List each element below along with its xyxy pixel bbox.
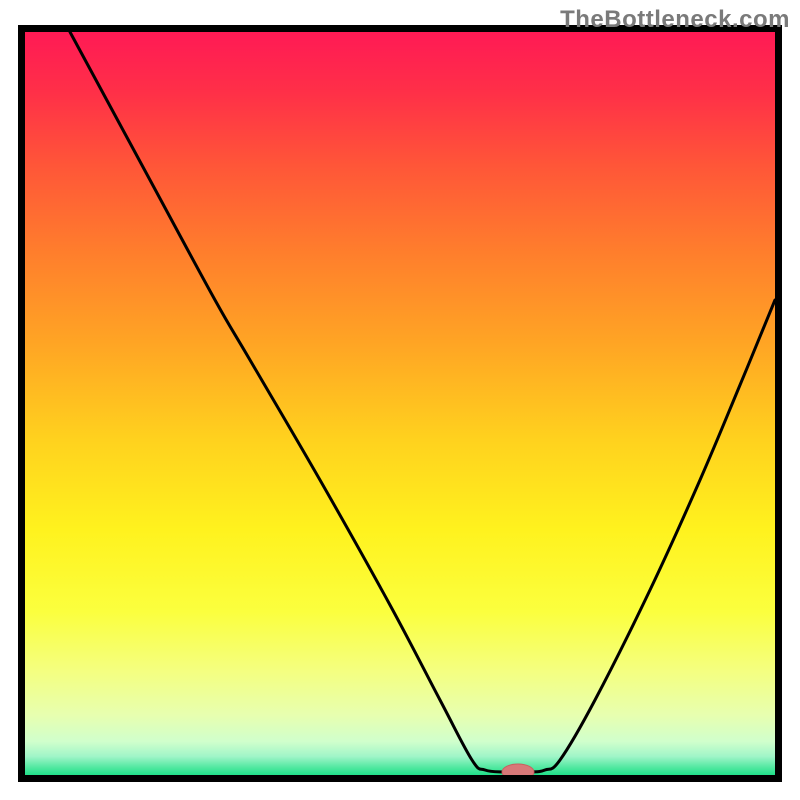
bottleneck-chart <box>0 0 800 800</box>
chart-container: TheBottleneck.com <box>0 0 800 800</box>
watermark-text: TheBottleneck.com <box>560 6 790 34</box>
gradient-background <box>25 32 775 775</box>
